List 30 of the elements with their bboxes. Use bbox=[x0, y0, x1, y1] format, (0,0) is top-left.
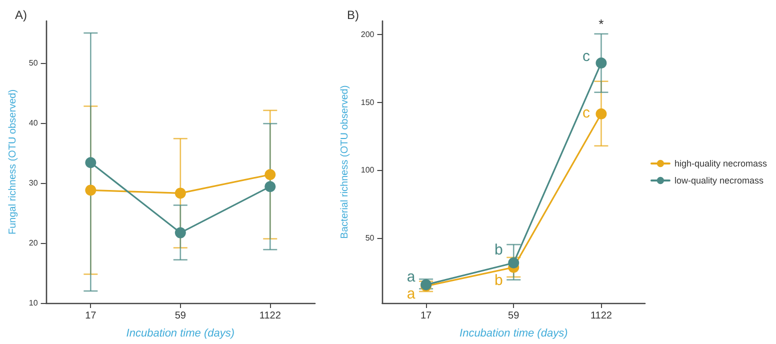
annotation: b bbox=[494, 272, 503, 290]
annotation: b bbox=[494, 242, 503, 259]
y-tick-label: 40 bbox=[28, 118, 38, 128]
y-tick-label: 200 bbox=[360, 30, 375, 40]
x-tick-label: 1122 bbox=[590, 310, 612, 322]
y-tick-label: 20 bbox=[28, 238, 38, 248]
y-tick-label: 150 bbox=[360, 98, 375, 107]
chart-title: A) bbox=[15, 8, 28, 22]
y-tick-label: 50 bbox=[28, 58, 38, 68]
y-tick-label: 100 bbox=[360, 166, 375, 175]
annotation: c bbox=[582, 48, 590, 65]
x-tick-label: 59 bbox=[174, 310, 186, 322]
y-axis-title: Bacterial richness (OTU observed) bbox=[340, 85, 350, 239]
legend-label: high-quality necromass bbox=[674, 158, 768, 168]
y-axis-title: Fungal richness (OTU observed) bbox=[8, 89, 18, 235]
annotation: a bbox=[406, 268, 416, 286]
x-tick-label: 17 bbox=[420, 310, 432, 322]
x-axis-title: Incubation time (days) bbox=[460, 328, 568, 340]
x-tick-label: 17 bbox=[85, 310, 97, 322]
y-tick-label: 10 bbox=[28, 298, 38, 308]
x-tick-label: 59 bbox=[508, 310, 520, 322]
x-tick-label: 1122 bbox=[259, 310, 282, 322]
y-tick-label: 50 bbox=[365, 233, 375, 242]
chart-title: B) bbox=[347, 8, 360, 22]
y-tick-label: 30 bbox=[28, 178, 38, 188]
annotation: a bbox=[406, 286, 416, 303]
annotation: c bbox=[582, 104, 590, 122]
annotation: * bbox=[598, 16, 604, 32]
x-axis-title: Incubation time (days) bbox=[126, 328, 235, 340]
legend-label: low-quality necromass bbox=[674, 176, 764, 186]
